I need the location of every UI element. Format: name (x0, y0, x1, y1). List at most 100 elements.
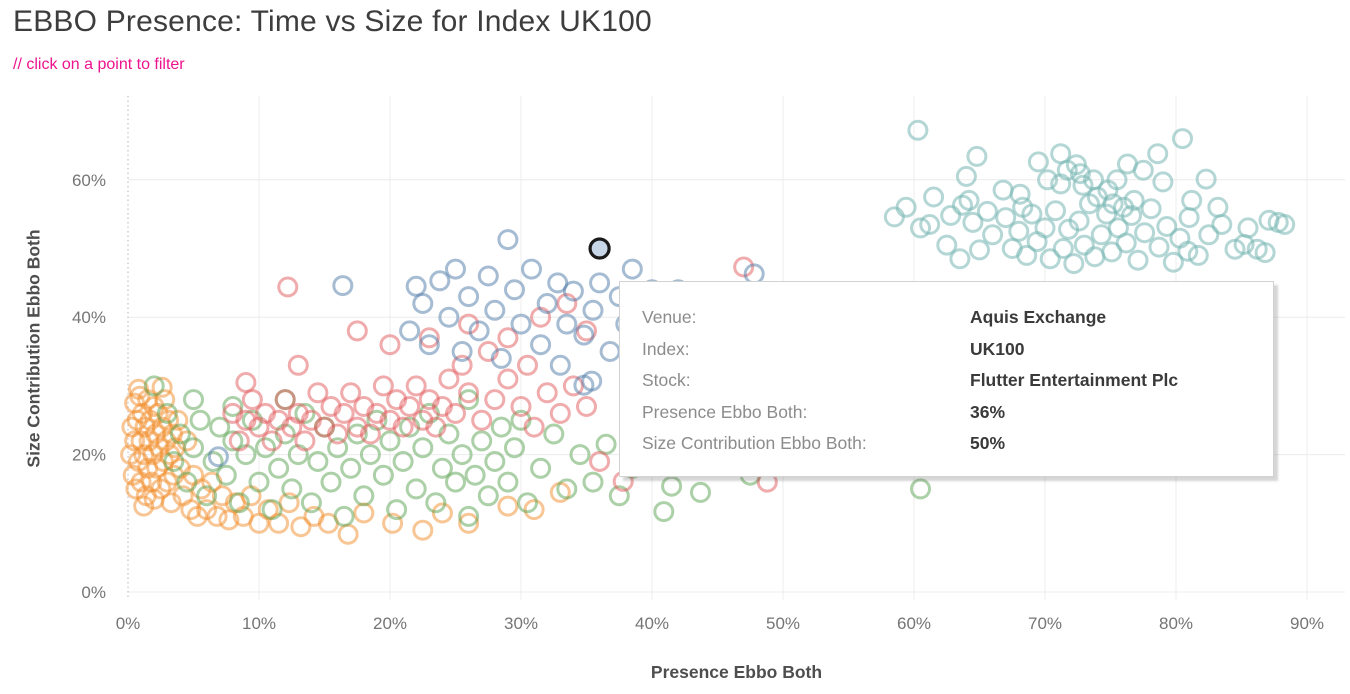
data-point-blue[interactable] (207, 446, 229, 468)
data-point-blue[interactable] (521, 258, 542, 280)
data-point-teal[interactable] (1178, 207, 1200, 229)
data-point-red[interactable] (497, 368, 519, 390)
data-point-green[interactable] (372, 464, 394, 486)
data-point-green[interactable] (202, 451, 224, 472)
data-point-red[interactable] (228, 430, 250, 452)
data-point-green[interactable] (222, 430, 244, 452)
data-point-teal[interactable] (949, 248, 971, 270)
data-point-green[interactable] (228, 492, 250, 514)
data-point-green[interactable] (379, 430, 401, 452)
data-point-teal[interactable] (995, 207, 1017, 229)
data-point-red[interactable] (277, 276, 299, 298)
data-point-red[interactable] (733, 256, 755, 278)
data-point-teal[interactable] (1195, 168, 1217, 190)
data-point-blue[interactable] (599, 341, 621, 362)
data-point-blue[interactable] (429, 270, 451, 292)
data-point-green[interactable] (261, 499, 283, 521)
data-point-green[interactable] (268, 457, 290, 479)
data-point-teal[interactable] (1140, 198, 1162, 220)
data-point-teal[interactable] (1037, 169, 1059, 191)
data-point-red[interactable] (372, 375, 394, 397)
data-point-teal[interactable] (936, 234, 958, 256)
data-point-teal[interactable] (1009, 183, 1031, 205)
data-point-blue[interactable] (497, 229, 519, 251)
data-point-green[interactable] (477, 485, 499, 507)
data-point-orange[interactable] (523, 499, 545, 521)
data-point-orange[interactable] (458, 512, 480, 534)
data-point-teal[interactable] (1117, 153, 1138, 175)
data-point-teal[interactable] (982, 224, 1004, 246)
data-point-teal[interactable] (1172, 128, 1193, 150)
data-point-red[interactable] (307, 382, 329, 404)
data-point-teal[interactable] (1052, 238, 1074, 259)
data-point-green[interactable] (431, 457, 453, 479)
data-point-green[interactable] (595, 433, 617, 455)
data-point-teal[interactable] (1065, 154, 1087, 176)
data-point-green[interactable] (143, 375, 165, 397)
data-point-green[interactable] (690, 481, 711, 503)
data-point-red[interactable] (333, 402, 355, 424)
data-point-teal[interactable] (1147, 143, 1169, 165)
data-point-green[interactable] (458, 505, 480, 527)
data-point-red[interactable] (399, 396, 421, 417)
data-point-blue[interactable] (556, 313, 578, 335)
data-point-orange[interactable] (154, 389, 176, 411)
data-point-blue[interactable] (547, 272, 569, 294)
data-point-red[interactable] (549, 402, 571, 424)
data-point-green[interactable] (543, 423, 565, 445)
data-point-teal[interactable] (1237, 217, 1259, 239)
data-point-red[interactable] (274, 389, 296, 411)
data-point-green[interactable] (196, 485, 218, 507)
data-point-blue[interactable] (477, 265, 499, 287)
data-point-teal[interactable] (1008, 220, 1030, 242)
data-point-teal[interactable] (907, 119, 929, 141)
data-point-red[interactable] (294, 430, 316, 452)
data-point-green[interactable] (281, 478, 303, 500)
data-point-blue[interactable] (573, 374, 595, 396)
data-point-red[interactable] (451, 354, 473, 376)
data-point-teal[interactable] (1072, 174, 1094, 196)
data-point-blue[interactable] (549, 354, 571, 376)
data-point-teal[interactable] (958, 189, 980, 211)
data-point-blue[interactable] (530, 334, 552, 356)
data-point-teal[interactable] (976, 200, 998, 222)
data-point-green[interactable] (451, 444, 473, 466)
data-point-blue[interactable] (573, 324, 595, 346)
data-point-red[interactable] (346, 320, 368, 342)
data-point-blue[interactable] (562, 280, 584, 302)
data-point-blue[interactable] (332, 275, 354, 297)
data-point-green[interactable] (215, 464, 237, 486)
data-point-teal[interactable] (910, 217, 931, 239)
data-point-teal[interactable] (1045, 200, 1066, 222)
data-point-green[interactable] (425, 492, 447, 514)
data-point-blue[interactable] (582, 299, 604, 321)
data-point-green[interactable] (412, 437, 434, 459)
data-point-green[interactable] (300, 492, 322, 514)
data-point-teal[interactable] (969, 239, 990, 261)
data-point-red[interactable] (576, 396, 597, 417)
data-point-red[interactable] (484, 389, 506, 411)
data-point-green[interactable] (445, 471, 466, 493)
data-point-red[interactable] (340, 382, 362, 404)
data-point-teal[interactable] (962, 211, 984, 233)
data-point-teal[interactable] (1102, 193, 1124, 215)
data-point-green[interactable] (163, 451, 185, 472)
data-point-green[interactable] (569, 444, 591, 466)
data-point-teal[interactable] (1177, 240, 1199, 262)
data-point-green[interactable] (255, 437, 276, 459)
data-point-blue[interactable] (451, 341, 473, 362)
data-point-teal[interactable] (1121, 205, 1142, 226)
data-point-green[interactable] (359, 444, 381, 466)
data-point-orange[interactable] (128, 378, 149, 400)
data-point-teal[interactable] (1034, 217, 1056, 239)
data-point-blue[interactable] (438, 306, 460, 328)
data-point-red[interactable] (510, 396, 532, 417)
data-point-teal[interactable] (1063, 253, 1085, 275)
data-point-orange[interactable] (196, 499, 218, 521)
data-point-red[interactable] (556, 293, 578, 314)
data-point-red[interactable] (261, 430, 283, 452)
data-point-teal[interactable] (1079, 193, 1100, 215)
data-point-green[interactable] (169, 423, 191, 445)
data-point-orange[interactable] (431, 502, 453, 524)
data-point-green[interactable] (458, 389, 480, 411)
